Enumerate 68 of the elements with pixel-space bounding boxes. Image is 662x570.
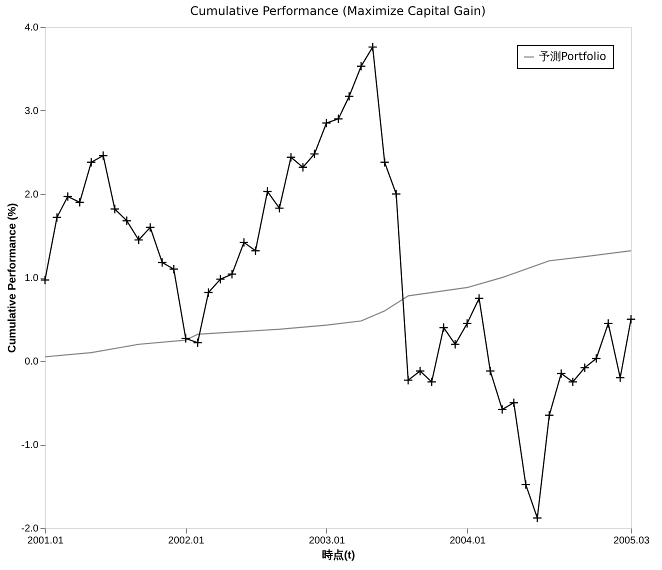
point xyxy=(98,150,108,160)
point xyxy=(438,322,448,332)
point xyxy=(216,274,226,284)
chart-title: Cumulative Performance (Maximize Capital Gain) xyxy=(190,4,486,18)
x-tick-label: 2004.01 xyxy=(450,536,486,546)
x-axis-title: 時点(t) xyxy=(322,548,356,562)
line-series xyxy=(44,250,632,358)
point xyxy=(544,410,554,420)
point xyxy=(157,258,167,268)
y-tick-label: -1.0 xyxy=(21,440,39,451)
point xyxy=(192,338,202,348)
y-tick-label: 0.0 xyxy=(24,356,39,368)
point xyxy=(403,375,413,385)
point xyxy=(250,246,260,256)
legend-label: 予測Portfolio xyxy=(539,50,607,63)
point xyxy=(52,212,62,222)
point xyxy=(450,340,460,350)
point xyxy=(86,157,96,168)
point xyxy=(486,366,496,376)
y-axis-title: Cumulative Performance (%) xyxy=(6,202,18,353)
point xyxy=(134,235,144,245)
y-tick-label: 4.0 xyxy=(24,22,39,34)
point xyxy=(532,513,542,523)
point xyxy=(520,480,531,490)
point xyxy=(62,192,73,202)
point xyxy=(568,377,578,387)
point xyxy=(368,42,378,52)
point xyxy=(497,404,508,414)
point xyxy=(509,398,519,408)
point xyxy=(180,334,190,344)
x-tick-label: 2002.01 xyxy=(168,536,205,546)
y-tick-label: 3.0 xyxy=(24,106,39,117)
y-tick-label: -2.0 xyxy=(21,524,39,534)
point xyxy=(474,294,484,304)
point xyxy=(380,157,390,168)
point xyxy=(615,372,625,382)
point xyxy=(286,152,296,162)
x-tick-label: 2001.01 xyxy=(27,536,64,546)
point xyxy=(262,186,272,196)
point xyxy=(626,314,636,324)
point xyxy=(310,149,320,159)
point xyxy=(274,203,284,213)
point xyxy=(204,288,214,298)
point xyxy=(110,204,120,214)
x-tick-label: 2005.03 xyxy=(613,536,650,546)
point xyxy=(462,318,472,328)
point xyxy=(239,238,249,248)
point xyxy=(334,114,344,124)
point xyxy=(40,275,50,285)
point xyxy=(122,216,132,226)
point xyxy=(344,92,354,102)
point xyxy=(415,366,425,376)
point xyxy=(356,61,366,72)
point xyxy=(322,118,332,128)
point xyxy=(168,264,179,274)
point xyxy=(145,222,156,232)
point xyxy=(227,269,237,279)
x-tick-label: 2003.01 xyxy=(308,536,346,546)
y-tick-label: 1.0 xyxy=(24,273,39,284)
point xyxy=(592,354,602,364)
point xyxy=(556,368,566,378)
point xyxy=(426,377,436,387)
y-tick-label: 2.0 xyxy=(24,190,39,200)
point xyxy=(603,318,614,328)
point xyxy=(298,162,308,172)
point xyxy=(391,189,401,199)
point xyxy=(74,198,84,208)
point xyxy=(580,362,590,372)
